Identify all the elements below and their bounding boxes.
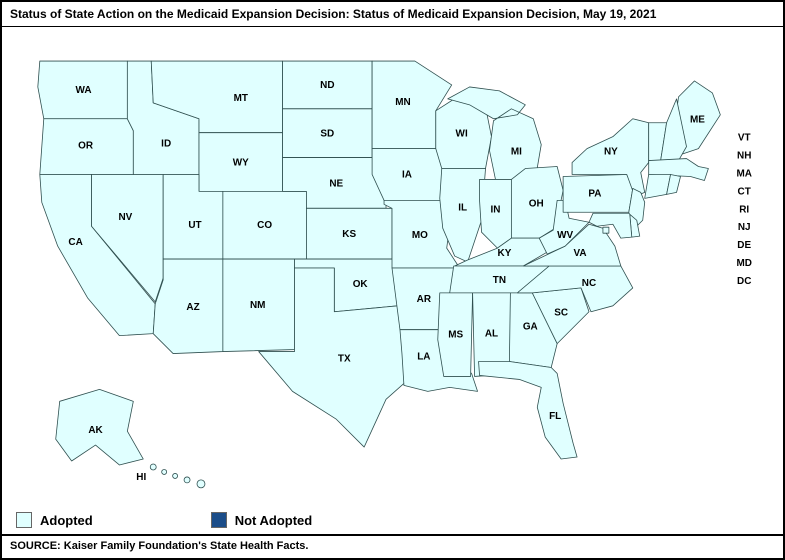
us-map-svg: WA OR CA NV ID MT WY UT CO AZ NM ND SD N… — [37, 60, 752, 489]
adopted-swatch — [16, 512, 32, 528]
state-label-fl: FL — [549, 411, 561, 422]
us-map: WA OR CA NV ID MT WY UT CO AZ NM ND SD N… — [2, 27, 783, 508]
state-label-me: ME — [690, 115, 705, 126]
state-label-wi: WI — [456, 129, 468, 140]
state-il — [439, 168, 486, 263]
state-hi — [149, 463, 206, 489]
state-label-ms: MS — [448, 330, 463, 341]
state-label-ky: KY — [498, 248, 512, 259]
map-title: Status of State Action on the Medicaid E… — [2, 2, 783, 27]
state-label-ga: GA — [523, 322, 538, 333]
state-mi — [447, 86, 542, 180]
state-nc — [516, 265, 634, 313]
not-adopted-swatch — [210, 512, 227, 528]
state-label-sc: SC — [554, 308, 568, 319]
state-label-ia: IA — [402, 169, 412, 180]
state-wv — [538, 199, 590, 255]
state-ak — [55, 388, 144, 466]
state-label-wv: WV — [557, 230, 573, 241]
legend-item-adopted: Adopted — [16, 512, 93, 528]
state-label-wa: WA — [76, 85, 92, 96]
adopted-label: Adopted — [40, 512, 93, 528]
state-label-co: CO — [257, 220, 272, 231]
state-label-nd: ND — [320, 80, 334, 91]
state-label-ri: RI — [739, 204, 749, 215]
state-label-ks: KS — [342, 229, 356, 240]
state-label-nj: NJ — [738, 222, 751, 233]
state-label-vt: VT — [738, 133, 751, 144]
state-ms — [437, 292, 473, 377]
state-label-il: IL — [458, 202, 467, 213]
state-label-ca: CA — [68, 237, 82, 248]
state-ct — [644, 174, 671, 199]
state-nh — [660, 98, 687, 161]
state-label-nh: NH — [737, 151, 751, 162]
state-label-hi: HI — [136, 472, 146, 483]
state-label-tn: TN — [493, 275, 506, 286]
state-label-nm: NM — [250, 300, 265, 311]
state-label-de: DE — [737, 240, 751, 251]
state-label-ak: AK — [88, 425, 103, 436]
state-label-ar: AR — [417, 294, 431, 305]
state-label-pa: PA — [588, 188, 601, 199]
state-label-in: IN — [491, 204, 501, 215]
state-label-az: AZ — [186, 302, 199, 313]
legend-item-not-adopted: Not Adopted — [210, 512, 313, 528]
state-label-md: MD — [736, 258, 751, 269]
state-label-ny: NY — [604, 147, 618, 158]
state-label-nc: NC — [582, 278, 596, 289]
state-label-wy: WY — [233, 158, 249, 169]
state-label-dc: DC — [737, 276, 751, 287]
state-label-mo: MO — [412, 230, 428, 241]
state-label-id: ID — [161, 139, 171, 150]
state-label-ok: OK — [353, 279, 369, 290]
state-label-la: LA — [417, 352, 430, 363]
state-label-ne: NE — [329, 178, 343, 189]
state-label-va: VA — [574, 248, 587, 259]
state-md — [588, 212, 633, 239]
state-label-ut: UT — [188, 220, 201, 231]
state-label-ma: MA — [736, 168, 751, 179]
source-credit: SOURCE: Kaiser Family Foundation's State… — [2, 534, 783, 558]
state-label-sd: SD — [320, 129, 334, 140]
not-adopted-label: Not Adopted — [234, 512, 313, 528]
state-dc — [602, 226, 610, 234]
state-label-mt: MT — [234, 93, 248, 104]
state-label-or: OR — [78, 141, 93, 152]
state-label-ct: CT — [738, 186, 751, 197]
state-label-al: AL — [485, 329, 498, 340]
state-label-mn: MN — [395, 97, 410, 108]
legend: Adopted Not Adopted — [2, 508, 783, 534]
state-label-oh: OH — [529, 198, 544, 209]
state-label-nv: NV — [118, 212, 132, 223]
state-label-mi: MI — [511, 147, 522, 158]
state-fl — [478, 361, 578, 460]
state-ri — [666, 174, 681, 195]
state-label-tx: TX — [338, 354, 351, 365]
state-tx — [258, 267, 405, 448]
